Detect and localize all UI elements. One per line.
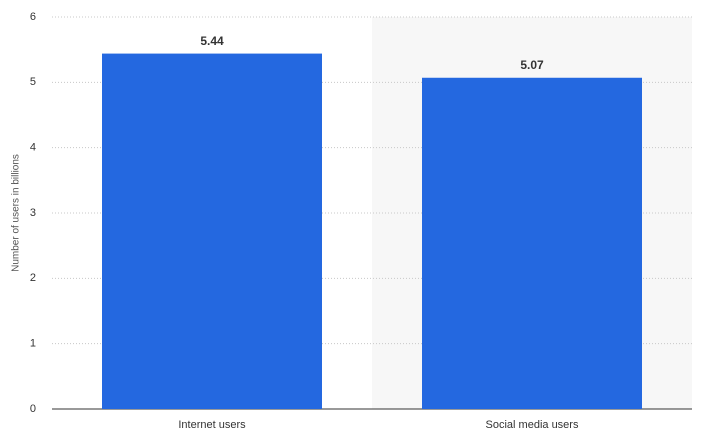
y-tick-label: 4: [30, 142, 36, 154]
value-label: 5.44: [200, 34, 224, 48]
x-tick-label: Internet users: [178, 419, 246, 431]
y-tick-label: 0: [30, 403, 36, 415]
y-tick-label: 3: [30, 207, 36, 219]
value-label: 5.07: [520, 58, 544, 72]
y-axis-title: Number of users in billions: [11, 154, 22, 272]
x-tick-label: Social media users: [486, 419, 579, 431]
bar: [102, 53, 322, 409]
y-tick-label: 2: [30, 272, 36, 284]
bar: [422, 77, 642, 409]
y-tick-label: 5: [30, 76, 36, 88]
y-tick-label: 6: [30, 11, 36, 23]
y-tick-label: 1: [30, 338, 36, 350]
